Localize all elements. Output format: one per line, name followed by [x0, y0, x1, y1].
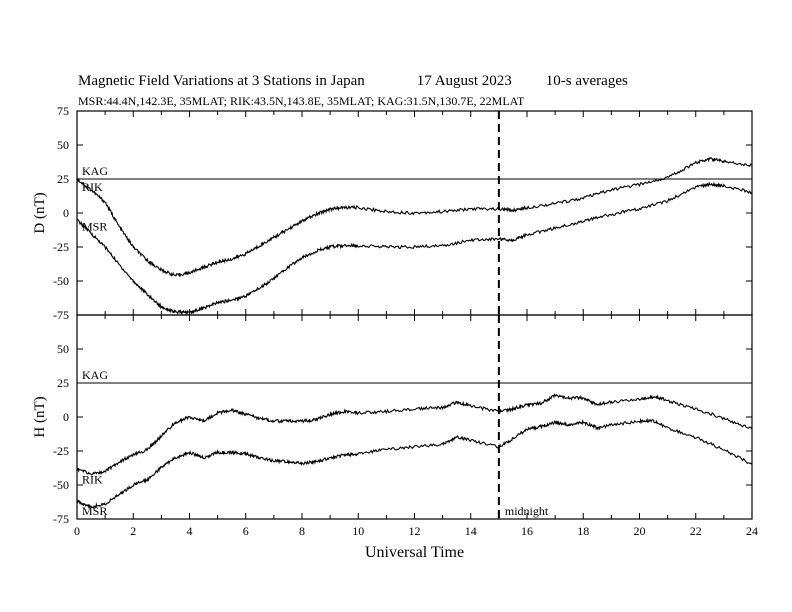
x-tick-label: 4 — [187, 524, 193, 538]
x-tick-label: 12 — [409, 524, 421, 538]
series-line-msr — [76, 181, 753, 315]
y-axis-label: H (nT) — [32, 396, 48, 437]
y-axis-label: D (nT) — [32, 192, 48, 233]
y-tick-label: 25 — [57, 376, 69, 390]
y-tick-label: 50 — [57, 342, 69, 356]
series-label-kag: KAG — [82, 164, 108, 178]
chart-title: Magnetic Field Variations at 3 Stations … — [78, 73, 628, 90]
y-tick-label: 0 — [63, 410, 69, 424]
series-line-rik — [76, 156, 753, 278]
y-tick-label: -25 — [53, 240, 69, 254]
y-tick-label: -75 — [53, 512, 69, 526]
y-tick-label: -50 — [53, 274, 69, 288]
x-tick-label: 2 — [130, 524, 136, 538]
x-tick-label: 16 — [521, 524, 533, 538]
y-tick-label: 75 — [57, 104, 69, 118]
station-info: MSR:44.4N,142.3E, 35MLAT; RIK:43.5N,143.… — [78, 94, 525, 108]
y-tick-label: 0 — [63, 206, 69, 220]
x-tick-label: 14 — [465, 524, 477, 538]
x-tick-label: 20 — [634, 524, 646, 538]
date-text: 17 August 2023 — [416, 73, 512, 89]
series-line-rik — [76, 393, 753, 476]
x-tick-label: 6 — [243, 524, 249, 538]
y-tick-label: -25 — [53, 444, 69, 458]
series-label-rik: RIK — [82, 473, 103, 487]
series-label-kag: KAG — [82, 368, 108, 382]
title-text: Magnetic Field Variations at 3 Stations … — [78, 73, 365, 89]
x-tick-label: 10 — [352, 524, 364, 538]
x-axis-label: Universal Time — [365, 544, 464, 561]
series-label-msr: MSR — [82, 504, 107, 518]
series-label-msr: MSR — [82, 220, 107, 234]
x-tick-label: 8 — [299, 524, 305, 538]
series-label-rik: RIK — [82, 180, 103, 194]
series-line-msr — [76, 417, 753, 510]
midnight-annotation: midnight — [505, 504, 549, 518]
x-tick-label: 24 — [746, 524, 758, 538]
averages-text: 10-s averages — [545, 73, 628, 89]
y-tick-label: -50 — [53, 478, 69, 492]
y-tick-label: 50 — [57, 138, 69, 152]
x-tick-label: 0 — [74, 524, 80, 538]
panel-frame-2 — [76, 314, 753, 520]
x-tick-label: 18 — [577, 524, 589, 538]
y-tick-label: 25 — [57, 172, 69, 186]
x-tick-label: 22 — [690, 524, 702, 538]
y-tick-label: -75 — [53, 308, 69, 322]
